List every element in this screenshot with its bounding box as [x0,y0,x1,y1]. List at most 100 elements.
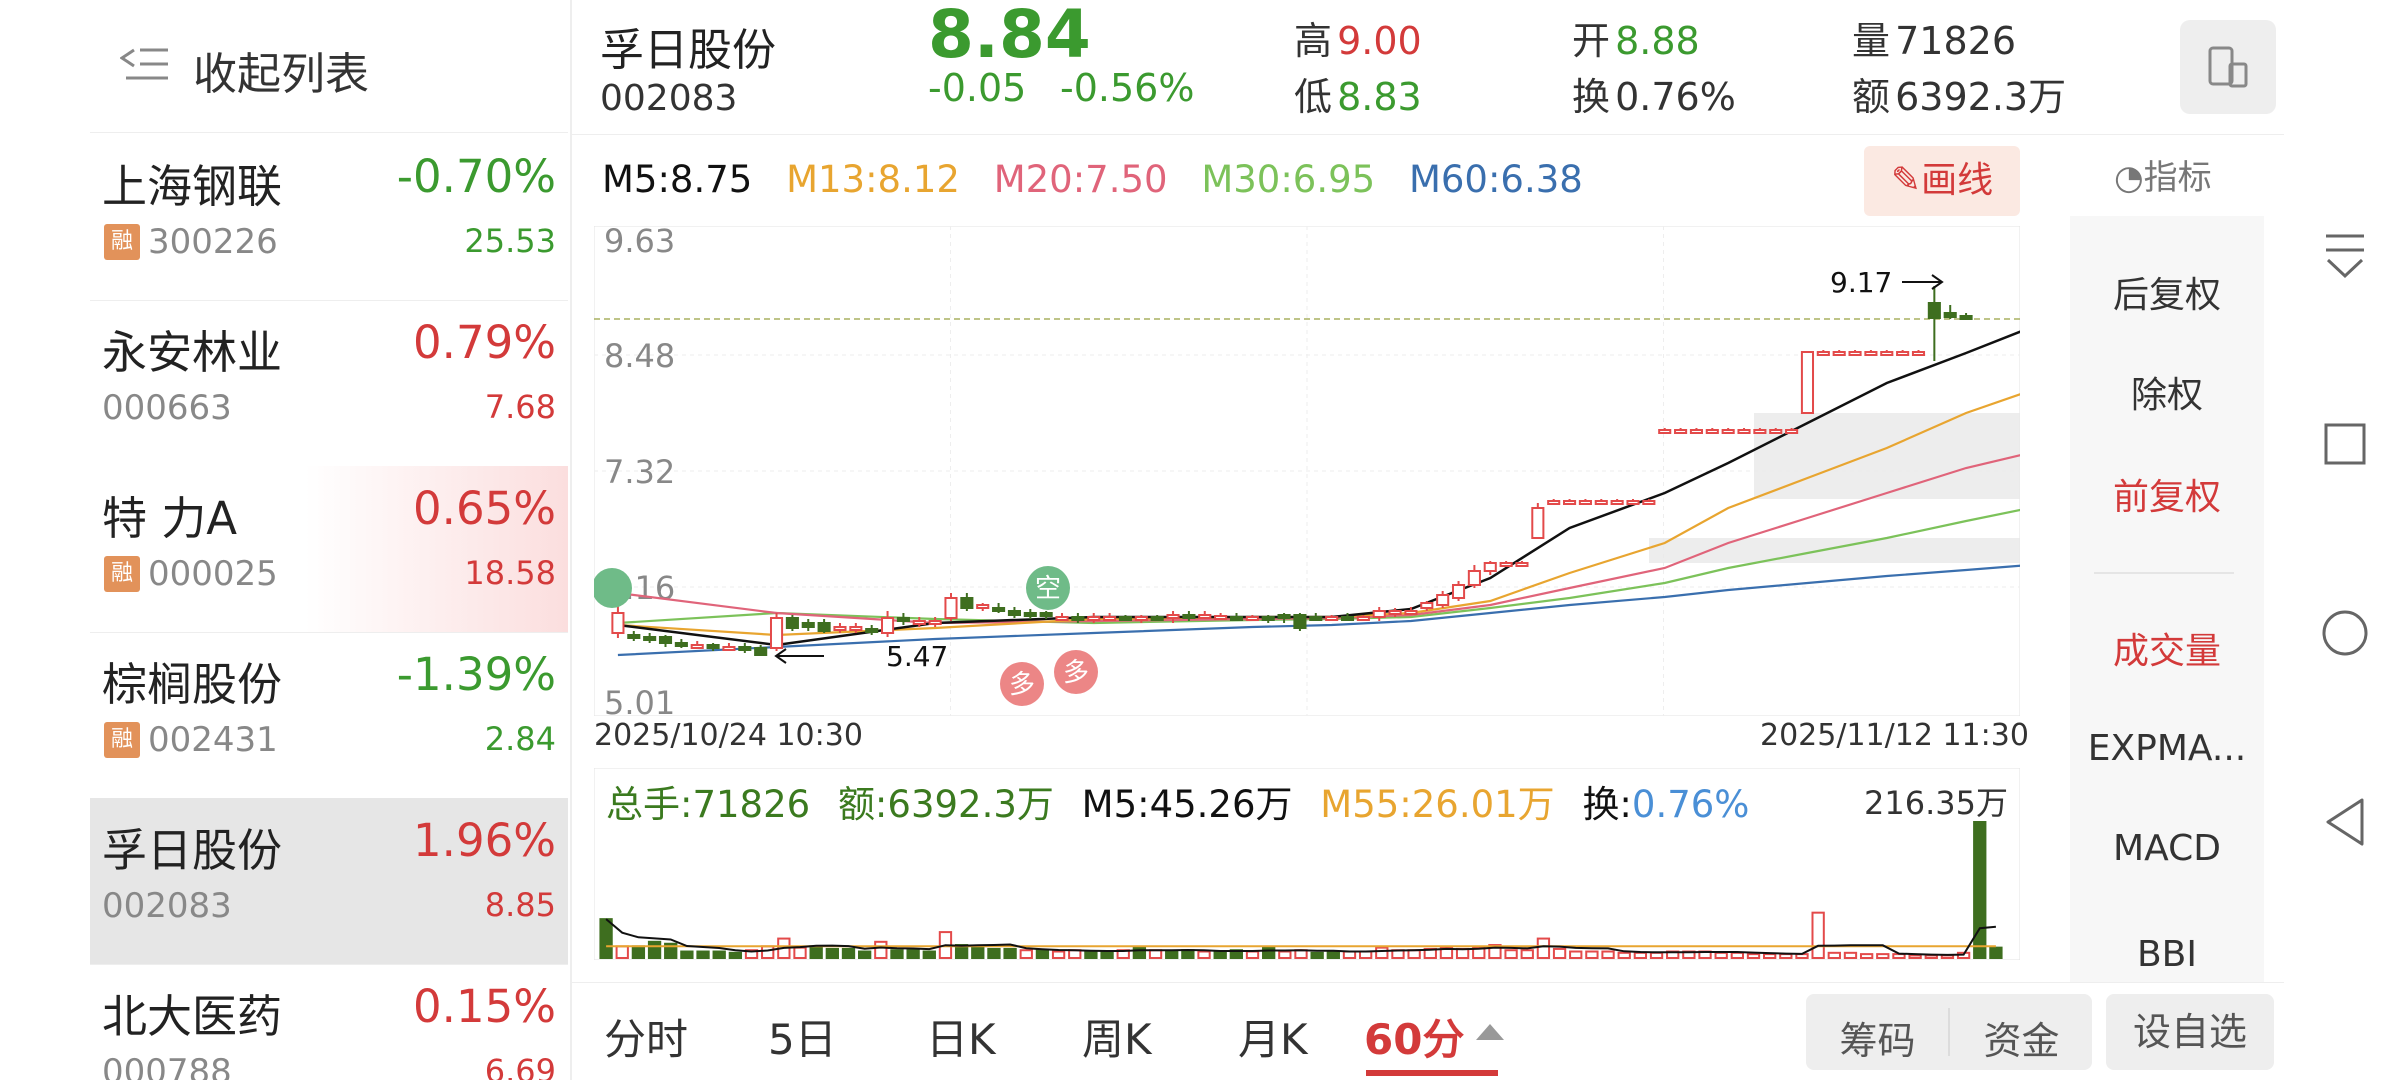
candle-body [1071,616,1085,621]
candle-body [1261,616,1275,621]
watchlist-item[interactable]: 北大医药 0.15% 000788 6.69 [90,964,568,1080]
indicator-button[interactable]: ◔指标 [2114,150,2212,199]
panel-divider [570,0,572,1080]
tab-weekly-k[interactable]: 周K [1082,1015,1152,1064]
candle-body [1737,429,1751,434]
candle-body [738,646,752,651]
candle-body [1531,507,1545,539]
side-item-forward-adjust[interactable]: 前复权 [2112,477,2221,518]
candle-body [1087,616,1101,621]
candle-body [1642,500,1656,505]
volume-bar [744,949,759,960]
tab-5day[interactable]: 5日 [768,1015,837,1064]
ma30-value: M30:6.95 [1201,158,1376,201]
quote-open: 开 8.88 [1572,10,1700,65]
system-nav-icons [2322,234,2368,846]
candle-body [1499,562,1513,567]
landscape-toggle-button[interactable] [2180,20,2276,114]
side-item-expma[interactable]: EXPMA... [2087,728,2247,769]
volume-bar [1262,946,1276,959]
volume-bar [1552,947,1567,960]
side-item-ex-rights[interactable]: 除权 [2130,375,2203,416]
back-icon[interactable] [2326,798,2364,846]
volume-bar [1859,953,1874,960]
watchlist-item[interactable]: 永安林业 0.79% 000663 7.68 [90,300,568,467]
volume-bar [1585,950,1599,959]
volume-bar [1294,949,1308,960]
recent-apps-icon[interactable] [2324,423,2366,465]
quote-amount-value: 6392.3万 [1895,75,2067,119]
add-to-watchlist-button[interactable]: 设自选 [2106,994,2274,1070]
candlestick-chart[interactable]: 9.638.487.326.165.019.175.47空多多 [594,226,2020,716]
draw-line-button[interactable]: ✎画线 [1864,146,2020,216]
volume-bar [971,946,985,959]
tab-intraday[interactable]: 分时 [604,1015,689,1064]
period-dropdown-arrow-icon[interactable] [1476,1024,1504,1040]
watchlist-item[interactable]: 孚日股份 1.96% 002083 8.85 [90,798,568,965]
volume-turnover-value: 0.76% [1631,783,1750,826]
candle-body [1911,351,1926,356]
volume-chart[interactable] [594,768,2020,960]
candle-body [1864,351,1878,356]
volume-bar [1601,950,1615,959]
candle-body [849,626,863,631]
volume-bar [1504,949,1518,960]
volume-bar [599,918,613,959]
candle-body [1166,614,1180,619]
volume-bar [1811,911,1825,960]
watchlist-item-pct: 0.15% [413,980,556,1033]
candle-body [801,622,815,628]
collapse-list-button[interactable]: 收起列表 [90,0,568,133]
side-item-bbi[interactable]: BBI [2136,934,2197,975]
ma-line-m5 [617,330,2020,647]
tab-monthly-k[interactable]: 月K [1238,1015,1308,1064]
candle-body [1959,315,1973,320]
candle-body [1182,614,1196,619]
watchlist-item[interactable]: 特 力A 0.65% 融 000025 18.58 [90,466,568,633]
header-divider [572,134,2284,135]
side-item-volume[interactable]: 成交量 [2112,631,2221,672]
side-item-back-adjust[interactable]: 后复权 [2112,275,2221,316]
candle-body [611,612,625,634]
volume-bar [1520,949,1534,960]
margin-trading-badge: 融 [104,224,140,260]
tab-60min[interactable]: 60分 [1364,1015,1465,1064]
watchlist-item-name: 上海钢联 [102,160,283,213]
volume-bar [761,945,775,959]
rotate-device-icon [2208,46,2248,88]
quote-volume: 量 71826 [1852,10,2016,65]
watchlist-item[interactable]: 棕榈股份 -1.39% 融 002431 2.84 [90,632,568,799]
candle-body [1340,616,1355,621]
candle-body [1927,302,1941,319]
side-item-macd[interactable]: MACD [2113,828,2221,869]
candle-body [1563,500,1577,505]
ma-line-m60 [617,564,2020,657]
watchlist-item-pct: -0.70% [396,150,556,203]
signal-bubble-icon [1000,662,1044,706]
volume-bar [1100,950,1114,959]
candle-body [1816,351,1830,356]
candle-body [1610,500,1624,505]
funds-button[interactable]: 资金 [1983,1019,2060,1063]
high-marker-arrow-icon [1902,274,1944,290]
volume-bar [1084,950,1098,959]
home-icon[interactable] [2322,610,2368,656]
volume-bar [1197,950,1211,959]
candle-body [1626,500,1640,505]
candle-body [1848,351,1862,356]
volume-bar [793,946,807,959]
indicator-label: 指标 [2143,158,2212,198]
volume-bar [647,940,662,959]
watchlist-item-price: 8.85 [484,886,556,924]
candle-body [1547,500,1561,505]
side-panel-divider [2094,572,2234,574]
volume-amount: 额:6392.3万 [837,783,1054,826]
tab-daily-k[interactable]: 日K [926,1015,996,1064]
notification-pulldown-icon[interactable] [2326,234,2364,279]
volume-bar [1132,946,1147,959]
watchlist-item[interactable]: 上海钢联 -0.70% 融 300226 25.53 [90,134,568,301]
volume-bar [1165,950,1179,959]
chips-button[interactable]: 筹码 [1839,1019,1916,1063]
volume-bar [1908,954,1922,960]
candle-body [1277,614,1291,619]
